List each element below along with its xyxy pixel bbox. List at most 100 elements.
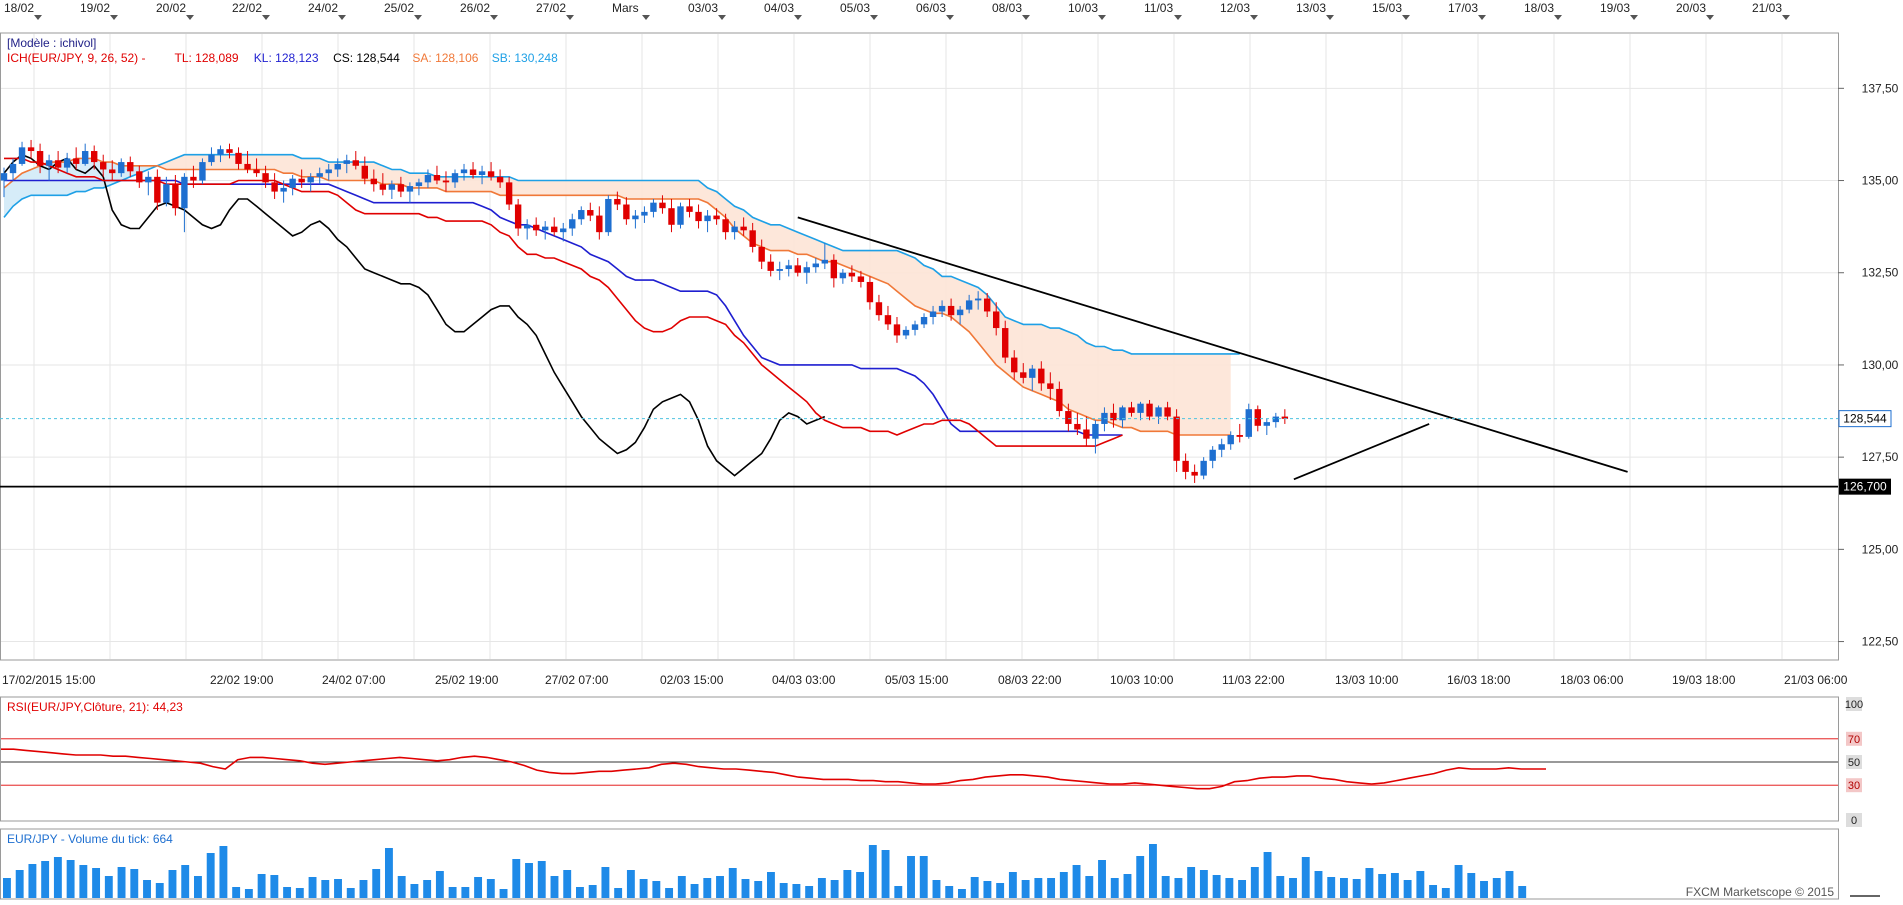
top-axis-label: 26/02: [460, 1, 490, 15]
volume-bar: [385, 848, 393, 898]
volume-bar: [1021, 880, 1030, 898]
volume-bar: [843, 870, 852, 898]
candle-body: [929, 311, 937, 317]
candle-body: [560, 228, 567, 233]
volume-panel-frame: [0, 828, 1839, 900]
candle-body: [109, 169, 116, 174]
time-axis-label: 27/02 07:00: [545, 673, 609, 687]
volume-bar: [232, 887, 241, 898]
rsi-level-label: 100: [1845, 699, 1863, 711]
candle-body: [1083, 429, 1090, 439]
volume-bar: [321, 880, 330, 898]
legend-entry: SA: 128,106: [412, 51, 478, 65]
volume-bar: [15, 870, 24, 898]
rsi-level-tag: [1846, 755, 1862, 769]
candle-body: [857, 276, 865, 282]
candle-body: [749, 230, 756, 247]
candle-body: [542, 226, 549, 231]
candle-body: [469, 169, 477, 175]
candle-body: [478, 171, 486, 175]
candle-body: [641, 211, 648, 216]
top-axis-marker: [1098, 15, 1106, 20]
time-axis-label: 10/03 10:00: [1110, 673, 1174, 687]
volume-bar: [614, 888, 623, 898]
time-axis-label: 25/02 19:00: [435, 673, 499, 687]
candle-body: [1164, 407, 1171, 417]
main-panel: [Modèle : ichivol] ICH(EUR/JPY, 9, 26, 5…: [0, 32, 1839, 661]
volume-bar: [958, 889, 966, 898]
candle-body: [1155, 407, 1162, 417]
volume-bar: [1008, 872, 1017, 898]
volume-bar: [181, 865, 190, 898]
top-axis-label: 17/03: [1448, 1, 1478, 15]
candle-body: [361, 165, 368, 179]
rsi-level-tag: [1846, 697, 1862, 711]
candle-body: [1200, 460, 1207, 476]
candle-body: [27, 147, 35, 152]
top-axis-marker: [1250, 15, 1258, 20]
candle-body: [938, 305, 946, 312]
candle-body: [289, 178, 296, 188]
trendline[interactable]: [797, 216, 1628, 473]
volume-bar: [792, 884, 801, 898]
top-axis-marker: [946, 15, 954, 20]
tenkan-sen-line: [4, 157, 1123, 447]
top-axis-label: 10/03: [1068, 1, 1098, 15]
candlesticks: [0, 139, 1289, 483]
volume-bar: [970, 877, 979, 898]
volume-bar: [817, 878, 826, 898]
top-axis-marker: [1326, 15, 1334, 20]
candle-body: [803, 267, 810, 273]
candle-body: [181, 176, 188, 209]
candle-body: [722, 219, 729, 233]
time-axis-label: 13/03 10:00: [1335, 673, 1399, 687]
candle-body: [280, 187, 287, 192]
legend-entry: KL: 128,123: [254, 51, 319, 65]
top-axis-marker: [34, 15, 42, 20]
volume-bar: [728, 868, 737, 898]
candle-body: [902, 329, 910, 336]
candle-body: [812, 263, 819, 268]
top-axis-label: 24/02: [308, 1, 338, 15]
volume-bar: [907, 856, 915, 898]
trendline[interactable]: [1293, 423, 1430, 481]
volume-bar: [270, 875, 279, 898]
candle-body: [993, 311, 1000, 329]
candle-body: [487, 171, 495, 177]
volume-bar: [1276, 876, 1285, 898]
candle-body: [18, 147, 26, 164]
candle-body: [54, 160, 62, 168]
candle-body: [659, 202, 666, 209]
candle-body: [1173, 416, 1180, 461]
volume-bar: [143, 880, 151, 898]
candle-body: [740, 226, 747, 231]
time-axis: 17/02/2015 15:00 22/02 19:00 24/02 07:00 25…: [0, 661, 1903, 695]
volume-bar: [104, 876, 113, 898]
top-axis-label: 25/02: [384, 1, 414, 15]
volume-bar: [983, 881, 992, 898]
main-grid: [1, 34, 1838, 659]
rsi-level-label: 70: [1848, 734, 1860, 746]
legend-entry: ICH(EUR/JPY, 9, 26, 52) -: [7, 51, 146, 65]
candle-body: [81, 151, 89, 164]
top-axis-label: 19/02: [80, 1, 110, 15]
price-tick-label: 122,50: [1862, 635, 1899, 649]
candle-body: [776, 269, 783, 271]
top-axis-label: Mars: [612, 1, 639, 15]
volume-bar: [1441, 888, 1450, 898]
candle-body: [532, 224, 540, 231]
candle-body: [758, 246, 765, 262]
volume-bar: [1199, 870, 1208, 898]
candle-body: [451, 173, 459, 183]
top-axis-marker: [794, 15, 802, 20]
volume-bar: [1505, 871, 1514, 898]
candle-body: [388, 184, 396, 190]
watermark: FXCM Marketscope © 2015: [1686, 885, 1835, 899]
current-price-label: 128,544: [1843, 412, 1887, 426]
top-axis-label: 12/03: [1220, 1, 1250, 15]
volume-bar: [767, 872, 775, 898]
top-axis-marker: [1782, 15, 1790, 20]
volume-bar: [397, 876, 406, 898]
candle-body: [1110, 412, 1117, 421]
candle-body: [154, 176, 161, 203]
